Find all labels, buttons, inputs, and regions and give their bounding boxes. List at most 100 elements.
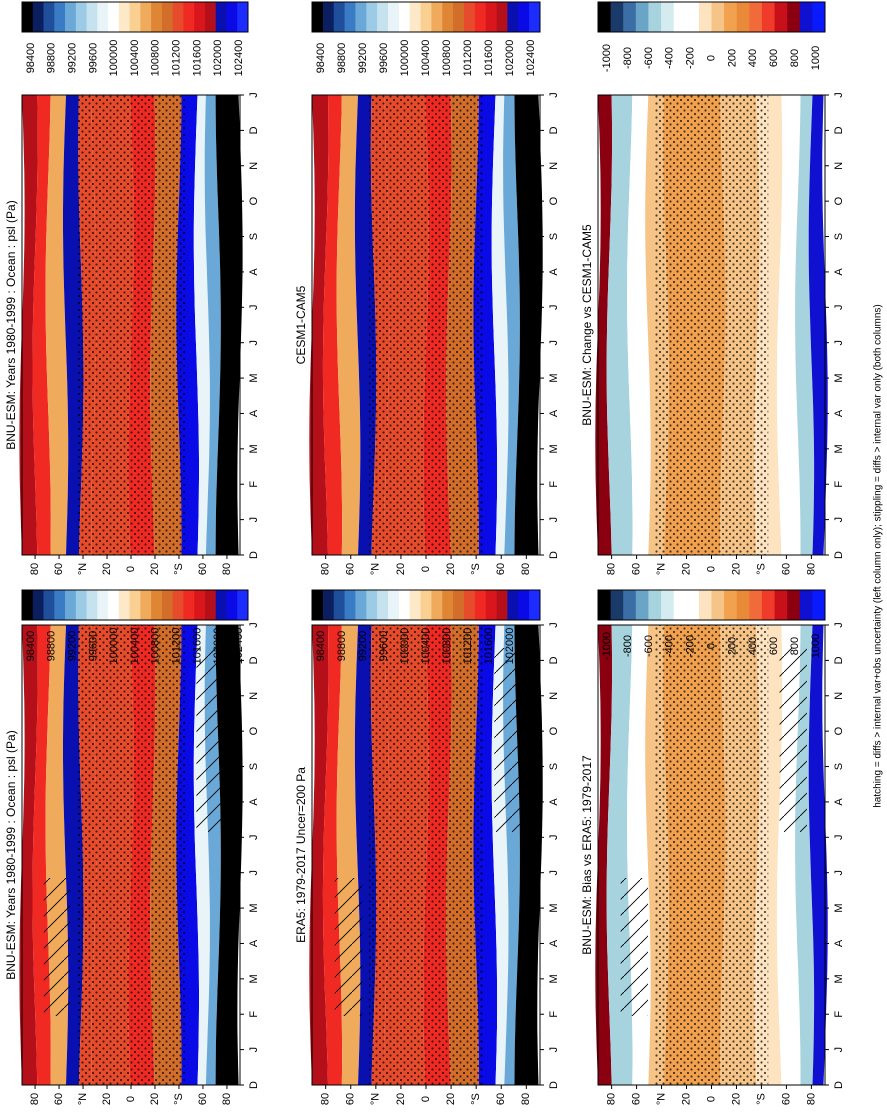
- month-tick-label: A: [548, 939, 560, 947]
- month-tick-label: J: [548, 517, 560, 523]
- colorbar-label: 600: [768, 49, 780, 67]
- colorbar-swatch: [635, 590, 649, 620]
- colorbar-swatch: [686, 590, 700, 620]
- colorbar-swatch: [355, 590, 367, 620]
- colorbar-swatch: [398, 2, 411, 32]
- colorbar-swatch: [333, 590, 346, 620]
- colorbar-label: 99600: [378, 43, 390, 74]
- field-band: [606, 95, 633, 555]
- field-band: [32, 95, 51, 555]
- month-tick-label: M: [548, 974, 560, 983]
- panel-title: CESM1-CAM5: [294, 285, 308, 364]
- stippling-overlay: [654, 625, 769, 1085]
- lat-tick-label: 0: [125, 566, 137, 572]
- month-tick-label: S: [248, 233, 260, 240]
- colorbar-label: 100000: [399, 40, 411, 77]
- colorbar-frame: [21, 1, 249, 33]
- stippling-overlay: [76, 95, 186, 555]
- lat-tick-label: °S: [470, 1093, 482, 1105]
- colorbar-label: 600: [768, 637, 780, 655]
- month-tick-label: F: [833, 1011, 845, 1018]
- colorbar-swatch: [724, 590, 738, 620]
- month-tick-label: N: [833, 692, 845, 700]
- colorbar-swatch: [366, 590, 378, 620]
- colorbar-label: 100800: [150, 40, 162, 77]
- colorbar-swatch: [161, 2, 174, 32]
- month-tick-label: A: [833, 268, 845, 276]
- month-tick-label: D: [248, 1081, 260, 1089]
- month-tick-label: J: [548, 340, 560, 346]
- month-tick-label: N: [833, 162, 845, 170]
- month-tick-label: J: [548, 835, 560, 841]
- colorbar-swatch: [172, 590, 184, 620]
- month-tick-label: D: [248, 126, 260, 134]
- colorbar-swatch: [344, 590, 356, 620]
- colorbar-swatch: [312, 590, 324, 620]
- lat-tick-label: 20: [149, 563, 161, 575]
- month-tick-label: J: [248, 870, 260, 876]
- colorbar-swatch: [172, 2, 184, 32]
- lat-tick-label: 60: [630, 563, 642, 575]
- lat-tick-label: 20: [395, 563, 407, 575]
- colorbar-swatch: [205, 590, 217, 620]
- colorbar-swatch: [75, 590, 88, 620]
- colorbar-label: 99200: [67, 43, 79, 74]
- colorbar-label: 101600: [191, 40, 203, 77]
- month-tick-label: F: [248, 481, 260, 488]
- lat-tick-label: 20: [445, 563, 457, 575]
- month-tick-label: J: [833, 1047, 845, 1053]
- colorbar-swatch: [799, 2, 813, 32]
- month-tick-label: O: [248, 726, 260, 735]
- month-tick-label: D: [548, 551, 560, 559]
- field-band: [309, 95, 329, 555]
- colorbar-swatch: [54, 590, 66, 620]
- month-tick-label: J: [548, 1047, 560, 1053]
- colorbar-label: 100000: [108, 40, 120, 77]
- colorbar-swatch: [474, 2, 487, 32]
- month-tick-label: F: [548, 481, 560, 488]
- lat-tick-label: 20: [395, 1093, 407, 1105]
- colorbar-swatch: [205, 2, 217, 32]
- colorbar-label: 102000: [212, 628, 224, 665]
- lat-tick-label: 20: [680, 1093, 692, 1105]
- colorbar-swatch: [812, 2, 826, 32]
- colorbar-swatch: [322, 590, 335, 620]
- lat-tick-label: 60: [495, 1093, 507, 1105]
- month-tick-label: A: [833, 798, 845, 806]
- month-tick-label: J: [248, 305, 260, 311]
- colorbar-label: 101200: [170, 628, 182, 665]
- colorbar-swatch: [485, 2, 498, 32]
- lat-tick-label: °S: [173, 1093, 185, 1105]
- month-tick-label: F: [248, 1011, 260, 1018]
- colorbar-label: 100400: [420, 40, 432, 77]
- colorbar-label: 101200: [462, 40, 474, 77]
- colorbar-label: 98800: [336, 631, 348, 662]
- colorbar-swatch: [333, 2, 346, 32]
- colorbar-label: 98400: [25, 43, 37, 74]
- panel-title: BNU-ESM: Years 1980-1999 : Ocean : psl (…: [4, 730, 18, 979]
- colorbar-label: 99600: [87, 43, 99, 74]
- colorbar-label: 99200: [67, 631, 79, 662]
- colorbar-label: 400: [747, 49, 759, 67]
- colorbar-label: 98400: [315, 631, 327, 662]
- month-tick-label: J: [248, 835, 260, 841]
- colorbar-swatch: [388, 2, 400, 32]
- colorbar-swatch: [610, 2, 624, 32]
- month-tick-label: S: [833, 233, 845, 240]
- colorbar-swatch: [194, 2, 206, 32]
- field-band: [336, 95, 361, 555]
- lat-tick-label: 80: [606, 563, 618, 575]
- colorbar-swatch: [226, 590, 238, 620]
- colorbar-swatch: [97, 2, 109, 32]
- colorbar-swatch: [86, 2, 98, 32]
- colorbar-swatch: [237, 2, 249, 32]
- month-tick-label: S: [833, 763, 845, 770]
- colorbar-swatch: [711, 2, 725, 32]
- lat-tick-label: 20: [445, 1093, 457, 1105]
- colorbar-swatch: [774, 2, 788, 32]
- colorbar-label: 102000: [212, 40, 224, 77]
- lat-tick-label: °S: [755, 1093, 767, 1105]
- colorbar-swatch: [431, 590, 443, 620]
- heatmap-panel-bottom-left: 80 60 °N 20 0 20 °S 60 80DJFMAMJJASONDJBNU-ESM: …: [580, 589, 845, 1105]
- colorbar-swatch: [355, 2, 367, 32]
